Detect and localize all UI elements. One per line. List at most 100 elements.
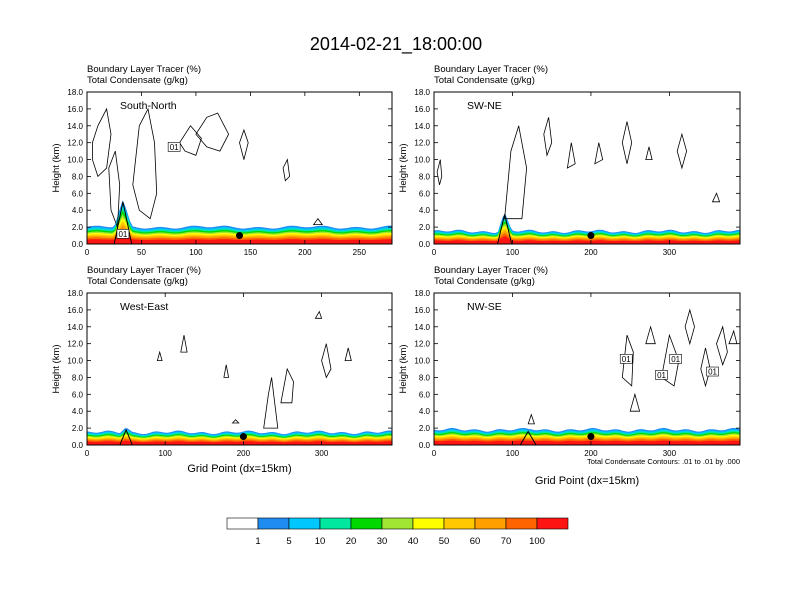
y-tick-label: 16.0 <box>67 105 83 114</box>
colorbar: 1 5 10 20 30 40 50 60 70 100 <box>226 517 569 547</box>
y-tick-label: 6.0 <box>72 390 84 399</box>
condensate-contour <box>223 364 230 378</box>
y-tick-label: 4.0 <box>419 206 431 215</box>
colorbar-cell <box>474 517 507 530</box>
condensate-contour <box>728 329 738 345</box>
y-tick-label: 18.0 <box>414 289 430 298</box>
condensate-contour <box>711 192 721 203</box>
condensate-contour <box>684 308 695 346</box>
colorbar-label: 50 <box>439 536 450 547</box>
y-tick-label: 10.0 <box>67 357 83 366</box>
plot-area <box>87 293 392 445</box>
colorbar-label: 40 <box>408 536 419 547</box>
x-tick-label: 200 <box>237 449 251 458</box>
tracer-band <box>87 440 392 445</box>
panel-south-north: Boundary Layer Tracer (%)Total Condensat… <box>51 64 393 257</box>
condensate-contour <box>280 367 294 404</box>
y-tick-label: 10.0 <box>414 156 430 165</box>
condensate-contour <box>629 392 641 412</box>
tracer-band <box>434 236 740 244</box>
y-tick-label: 4.0 <box>72 407 84 416</box>
colorbar-cell <box>443 517 476 530</box>
y-tick-label: 12.0 <box>67 139 83 148</box>
y-tick-label: 12.0 <box>67 340 83 349</box>
condensate-contour <box>108 150 121 228</box>
colorbar-label: 20 <box>346 536 357 547</box>
x-tick-label: 300 <box>663 449 677 458</box>
region-label: SW-NE <box>467 100 502 112</box>
plot-area <box>87 92 392 244</box>
tracer-band <box>434 440 740 445</box>
y-axis-label: Height (km) <box>51 344 62 393</box>
condensate-contour <box>282 158 291 182</box>
region-label: NW-SE <box>467 301 502 313</box>
y-tick-label: 8.0 <box>419 373 431 382</box>
panel-subtitle: Total Condensate (g/kg) <box>87 276 188 287</box>
terrain-outline <box>119 428 133 445</box>
y-tick-label: 14.0 <box>67 122 83 131</box>
condensate-contour <box>231 419 240 424</box>
y-tick-label: 6.0 <box>72 189 84 198</box>
y-tick-label: 8.0 <box>72 172 84 181</box>
plot-frame <box>433 292 741 446</box>
colorbar-cell <box>226 517 259 530</box>
contour-label-box <box>655 370 668 380</box>
x-axis-label: Grid Point (dx=15km) <box>535 475 639 487</box>
contour-label-box <box>619 354 633 364</box>
colorbar-label: 60 <box>470 536 481 547</box>
y-tick-label: 10.0 <box>414 357 430 366</box>
condensate-contour <box>504 125 528 220</box>
region-label: South-North <box>120 100 177 112</box>
y-tick-label: 6.0 <box>419 390 431 399</box>
location-marker <box>587 232 595 240</box>
y-tick-label: 10.0 <box>67 156 83 165</box>
colorbar-cell <box>288 517 321 530</box>
condensate-contour <box>527 413 535 425</box>
y-tick-label: 0.0 <box>419 240 431 249</box>
y-tick-label: 16.0 <box>414 306 430 315</box>
y-tick-label: 8.0 <box>72 373 84 382</box>
y-tick-label: 18.0 <box>67 289 83 298</box>
y-tick-label: 12.0 <box>414 139 430 148</box>
colorbar-label: 10 <box>315 536 326 547</box>
condensate-contour <box>436 159 443 186</box>
y-tick-label: 8.0 <box>419 172 431 181</box>
contour-note: Total Condensate Contours: .01 to .01 by… <box>587 457 740 466</box>
y-tick-label: 0.0 <box>72 441 84 450</box>
x-tick-label: 300 <box>315 449 329 458</box>
condensate-contour <box>621 121 633 164</box>
condensate-contour <box>132 107 158 220</box>
panel-subtitle: Boundary Layer Tracer (%) <box>434 64 548 75</box>
colorbar-cell <box>505 517 538 530</box>
y-tick-label: 2.0 <box>419 223 431 232</box>
condensate-contour <box>321 343 332 379</box>
location-marker <box>239 433 247 441</box>
condensate-contour <box>645 325 656 345</box>
contour-label-box <box>669 354 682 364</box>
x-tick-label: 0 <box>432 449 437 458</box>
contour-label-box <box>706 366 719 377</box>
y-tick-label: 4.0 <box>419 407 431 416</box>
condensate-contour <box>716 325 728 367</box>
panels: Boundary Layer Tracer (%) Total Condensat… <box>51 64 741 487</box>
y-axis-label: Height (km) <box>398 344 409 393</box>
location-marker <box>236 232 243 240</box>
colorbar-label: 1 <box>255 536 260 547</box>
y-tick-label: 16.0 <box>414 105 430 114</box>
panel-subtitle: Boundary Layer Tracer (%) <box>434 265 548 276</box>
colorbar-cell <box>350 517 383 530</box>
contour-label-box <box>167 142 181 152</box>
colorbar-label: 30 <box>377 536 388 547</box>
condensate-contour <box>263 377 279 429</box>
y-tick-label: 0.0 <box>419 441 431 450</box>
contour-label: 01 <box>671 355 680 364</box>
condensate-contour <box>621 335 634 387</box>
colorbar-cell <box>319 517 352 530</box>
y-tick-label: 14.0 <box>414 323 430 332</box>
x-tick-label: 200 <box>584 449 598 458</box>
condensate-contour <box>312 218 324 226</box>
x-tick-label: 100 <box>159 449 173 458</box>
condensate-contour <box>179 125 202 156</box>
colorbar-cell <box>381 517 414 530</box>
contour-label: 01 <box>622 355 631 364</box>
